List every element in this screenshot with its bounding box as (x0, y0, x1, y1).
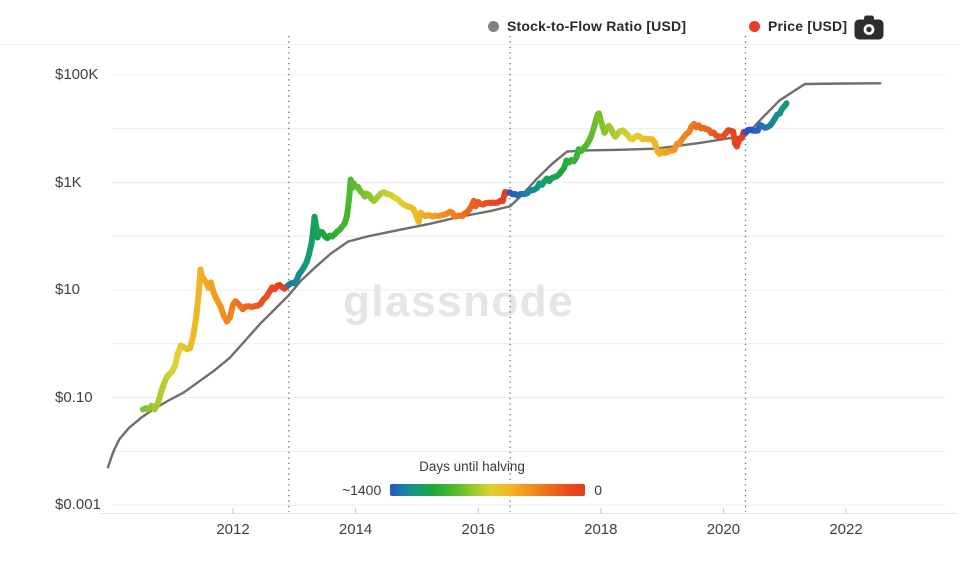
x-axis-label: 2022 (829, 521, 863, 538)
legend-label-stock-to-flow: Stock-to-Flow Ratio [USD] (507, 18, 687, 34)
legend-item-stock-to-flow[interactable]: Stock-to-Flow Ratio [USD] (488, 18, 686, 34)
colorbar-gradient (390, 484, 586, 496)
chart-legend: Stock-to-Flow Ratio [USD] Price [USD] (0, 0, 960, 44)
x-axis (100, 508, 957, 514)
x-axis-label: 2020 (706, 521, 741, 538)
price-line (139, 100, 790, 413)
camera-icon (854, 15, 884, 39)
watermark-glassnode: glassnode (343, 277, 574, 326)
stock-to-flow-line (106, 82, 882, 469)
stock-to-flow-dot-icon (488, 20, 499, 32)
y-axis-label: $10 (55, 281, 81, 298)
y-axis-label: $1K (55, 173, 82, 191)
y-axis-label: $0.001 (55, 496, 101, 513)
colorbar-max-label: 0 (594, 482, 603, 498)
y-axis-label: $0.10 (55, 388, 93, 406)
x-axis-label: 2012 (216, 521, 250, 538)
gridlines (112, 74, 945, 506)
price-dot-icon (749, 20, 760, 32)
x-axis-label: 2016 (461, 521, 495, 538)
header-divider (0, 44, 960, 45)
legend-item-price[interactable]: Price [USD] (749, 18, 847, 34)
x-axis-label: 2018 (584, 521, 618, 538)
colorbar: Days until halving ~1400 0 (332, 459, 612, 498)
x-axis-label: 2014 (338, 521, 373, 538)
y-axis-label: $100K (55, 66, 99, 83)
colorbar-min-label: ~1400 (341, 482, 382, 498)
screenshot-button[interactable] (852, 12, 886, 42)
halving-lines (288, 36, 747, 512)
legend-label-price: Price [USD] (768, 18, 848, 34)
colorbar-title: Days until halving (419, 459, 525, 474)
